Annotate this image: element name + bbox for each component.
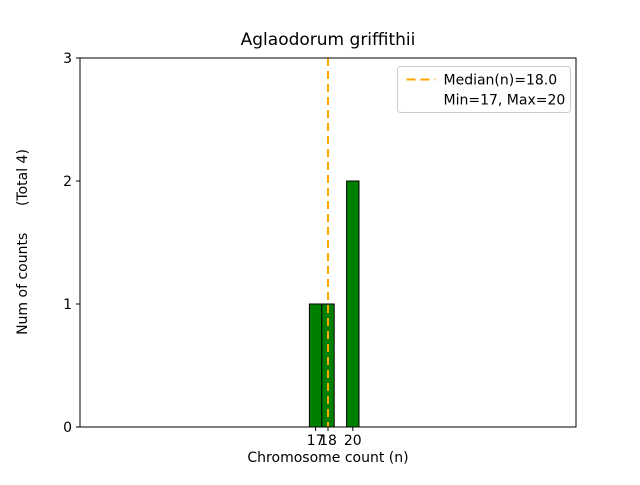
legend: Median(n)=18.0 Min=17, Max=20 [397, 66, 571, 113]
x-tick-label: 18 [319, 433, 337, 449]
histogram-bar [346, 180, 360, 428]
x-axis-label: Chromosome count (n) [247, 450, 408, 466]
legend-box [397, 66, 571, 113]
y-tick-label: 0 [63, 420, 72, 436]
y-tick-label: 1 [63, 297, 72, 313]
y-axis-label: Num of counts (Total 4) [15, 149, 31, 335]
y-tick-label: 2 [63, 174, 72, 190]
histogram-bar [308, 303, 323, 428]
x-tick-label: 20 [344, 433, 362, 449]
x-tick-label: 17 [307, 433, 325, 449]
legend-label: Min=17, Max=20 [444, 93, 566, 109]
chart-title: Aglaodorum griffithii [241, 30, 416, 50]
legend-label: Median(n)=18.0 [444, 73, 558, 89]
y-tick-label: 3 [63, 51, 72, 67]
